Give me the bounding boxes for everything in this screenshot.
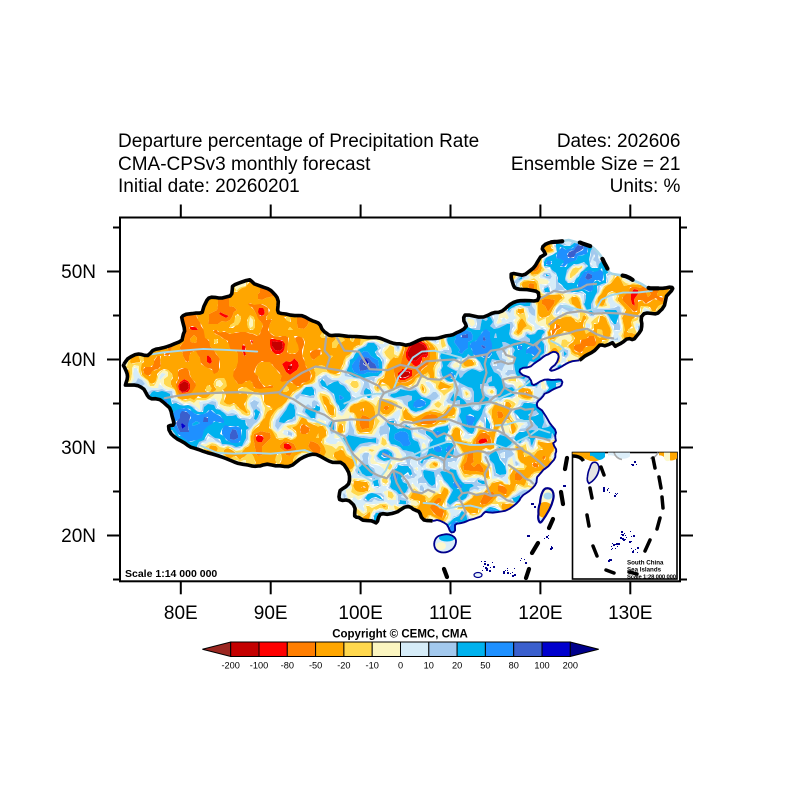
svg-text:-200: -200 xyxy=(222,661,240,671)
svg-text:80: 80 xyxy=(509,661,519,671)
svg-text:0: 0 xyxy=(398,661,403,671)
svg-text:100E: 100E xyxy=(338,603,382,624)
svg-text:100: 100 xyxy=(534,661,549,671)
svg-text:20N: 20N xyxy=(61,526,96,547)
svg-text:120E: 120E xyxy=(518,603,562,624)
svg-text:50: 50 xyxy=(480,661,490,671)
svg-text:Sea Islands: Sea Islands xyxy=(627,567,662,574)
svg-text:Scale 1:14 000 000: Scale 1:14 000 000 xyxy=(125,568,217,580)
svg-text:50N: 50N xyxy=(61,262,96,283)
svg-text:110E: 110E xyxy=(429,603,472,624)
svg-text:-100: -100 xyxy=(250,661,268,671)
svg-text:-50: -50 xyxy=(309,661,322,671)
svg-text:200: 200 xyxy=(563,661,578,671)
svg-text:20: 20 xyxy=(452,661,462,671)
svg-text:130E: 130E xyxy=(608,603,652,624)
svg-text:40N: 40N xyxy=(61,350,96,371)
svg-text:30N: 30N xyxy=(61,438,96,459)
svg-text:10: 10 xyxy=(424,661,434,671)
svg-text:-10: -10 xyxy=(366,661,379,671)
svg-text:Scale 1:28 000 000: Scale 1:28 000 000 xyxy=(627,575,677,581)
svg-text:-20: -20 xyxy=(337,661,350,671)
svg-text:90E: 90E xyxy=(254,603,288,624)
svg-text:-80: -80 xyxy=(281,661,294,671)
svg-text:South China: South China xyxy=(627,560,664,567)
svg-text:Copyright © CEMC, CMA: Copyright © CEMC, CMA xyxy=(332,629,468,641)
svg-text:80E: 80E xyxy=(164,603,198,624)
